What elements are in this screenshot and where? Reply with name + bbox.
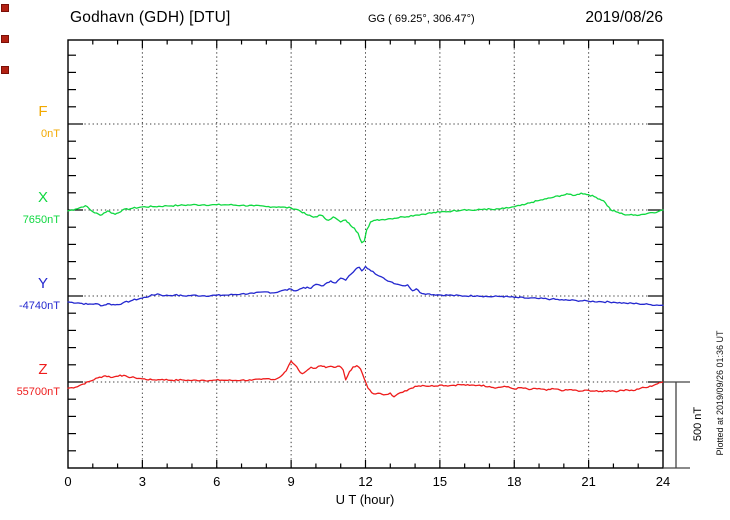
x-tick-label-24: 24: [655, 474, 671, 489]
x-tick-label-9: 9: [287, 474, 295, 489]
channel-baseline-value-F: 0nT: [41, 128, 60, 140]
x-tick-label-21: 21: [581, 474, 596, 489]
station-title: Godhavn (GDH) [DTU]: [70, 9, 231, 26]
channel-baseline-value-Y: -4740nT: [19, 300, 60, 312]
x-tick-label-0: 0: [64, 474, 72, 489]
x-tick-label-12: 12: [358, 474, 373, 489]
channel-baseline-value-X: 7650nT: [22, 214, 60, 226]
trace-X: [67, 192, 664, 244]
x-tick-label-3: 3: [138, 474, 146, 489]
channel-letter-Z: Z: [38, 361, 48, 378]
geographic-coordinates: GG ( 69.25°, 306.47°): [368, 13, 475, 25]
channel-letter-F: F: [38, 103, 48, 120]
x-tick-label-6: 6: [213, 474, 221, 489]
trace-Y: [67, 265, 664, 307]
edge-marker-icon: [1, 66, 9, 74]
channel-baseline-value-Z: 55700nT: [16, 386, 60, 398]
plotted-at-timestamp: Plotted at 2019/09/26 01:36 UT: [715, 330, 725, 456]
plot-date: 2019/08/26: [585, 9, 663, 26]
channel-letter-X: X: [37, 189, 48, 206]
x-tick-label-15: 15: [432, 474, 448, 489]
scale-bar-label: 500 nT: [692, 406, 704, 442]
edge-marker-icon: [1, 4, 9, 12]
edge-marker-icon: [1, 35, 9, 43]
channel-letter-Y: Y: [37, 275, 48, 292]
x-tick-label-18: 18: [507, 474, 522, 489]
trace-Z: [67, 360, 664, 398]
x-axis-title: U T (hour): [335, 492, 395, 507]
